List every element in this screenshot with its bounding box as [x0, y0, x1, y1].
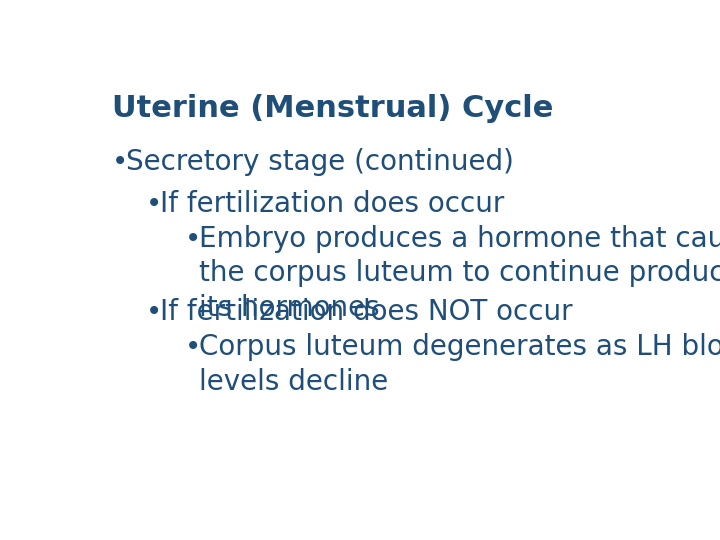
Text: Embryo produces a hormone that causes
the corpus luteum to continue producing
it: Embryo produces a hormone that causes th… — [199, 225, 720, 322]
Text: Uterine (Menstrual) Cycle: Uterine (Menstrual) Cycle — [112, 94, 554, 123]
Text: •: • — [185, 225, 201, 253]
Text: Secretory stage (continued): Secretory stage (continued) — [126, 148, 514, 176]
Text: •: • — [145, 190, 162, 218]
Text: •: • — [112, 148, 129, 176]
Text: If fertilization does occur: If fertilization does occur — [160, 190, 504, 218]
Text: •: • — [185, 333, 201, 361]
Text: If fertilization does NOT occur: If fertilization does NOT occur — [160, 298, 572, 326]
Text: •: • — [145, 298, 162, 326]
Text: Corpus luteum degenerates as LH blood
levels decline: Corpus luteum degenerates as LH blood le… — [199, 333, 720, 396]
